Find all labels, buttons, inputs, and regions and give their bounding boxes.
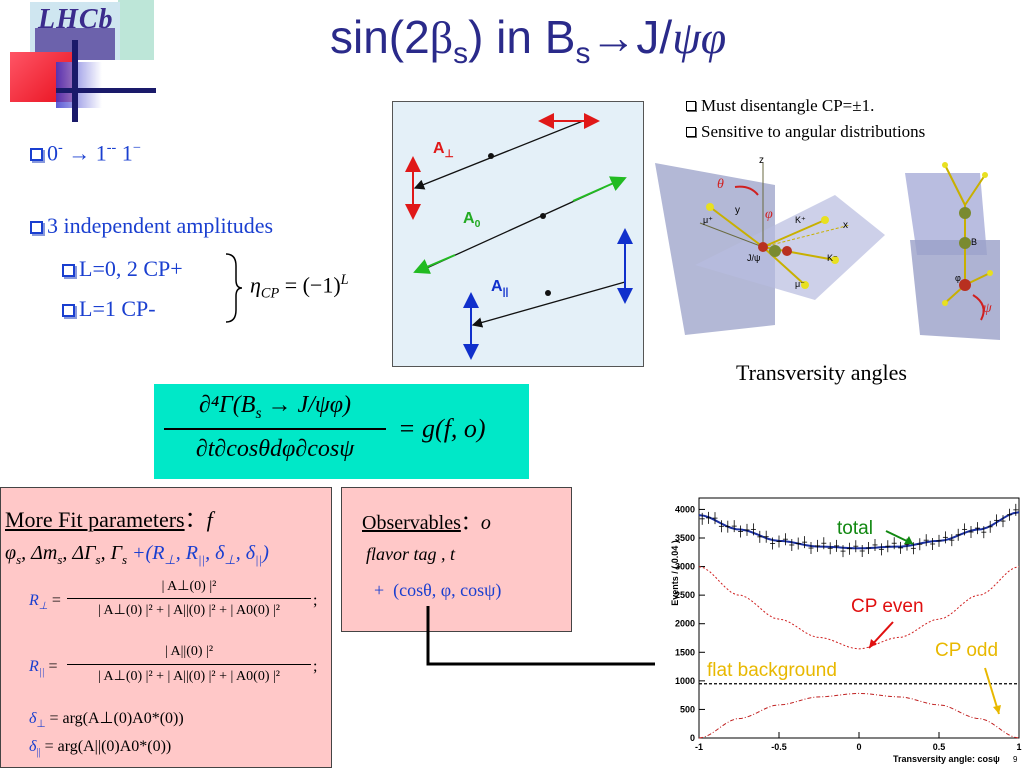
series-cp-odd [698, 692, 1020, 739]
label-a-par: A|| [491, 278, 509, 299]
psi-label: ψ [983, 301, 992, 316]
master-equation: ∂⁴Γ(Bs → J/ψφ) ∂t∂cosθdφ∂cosψ = g(f, o) [154, 384, 529, 479]
kplus-label: K⁺ [795, 215, 806, 225]
x-tick-label: -1 [695, 742, 703, 752]
transversity-figure: z x y θ φ ψ K⁺ K⁻ μ⁺ μ⁻ B J/ψ φ [655, 155, 1017, 345]
cos-psi-plot-svg: 0 500 1000 1500 2000 2500 3000 3500 4000 -1 -0.5 0 0… [675, 497, 1022, 764]
y-tick-label: 0 [690, 733, 695, 743]
logo-text: LHCb [38, 4, 114, 35]
par-dot [545, 290, 551, 296]
obs-line1: flavor tag , t [366, 544, 455, 564]
fit-title: More Fit parameters：f [5, 507, 213, 532]
perp-line [413, 120, 584, 190]
y-tick-label: 2000 [675, 619, 695, 629]
axis-y-label: y [735, 205, 740, 216]
label-flat-background: flat background [707, 660, 837, 681]
bullet-box-icon [62, 264, 75, 277]
theta-label: θ [717, 177, 724, 192]
cos-psi-plot: 0 500 1000 1500 2000 2500 3000 3500 4000 -1 -0.5 0 0… [655, 490, 1024, 768]
zero-arrow-down [413, 254, 456, 274]
x-tick-label: 0.5 [933, 742, 946, 752]
master-eq-rhs: = g(f, o) [398, 414, 486, 443]
fit-parameters-box: More Fit parameters：f φs, Δms, ΔΓs, Γs +… [0, 487, 332, 768]
zero-arrow-up [572, 176, 627, 202]
par-line [471, 281, 626, 328]
obs-line2: + (cosθ, φ, cosψ) [374, 580, 502, 600]
eta-cp-formula: ηCP = (−1)L [250, 272, 349, 302]
bullet-spin: 0- → 1-- 1− [30, 140, 141, 166]
zero-dot [540, 213, 546, 219]
phi-label: φ [765, 207, 773, 222]
x-tick-label: 0 [856, 742, 861, 752]
plot-ylabel: Events / ( 0.04 ) [670, 540, 680, 606]
y-tick-label: 3000 [675, 562, 695, 572]
phi-particle-label: φ [955, 273, 961, 283]
rperp-num: | A⊥(0) |² [161, 579, 217, 594]
arrow-cp-even-head [869, 639, 877, 648]
sub-bullet-l0: L=0, 2 CP+ [62, 256, 183, 282]
y-tick-label: 1500 [675, 647, 695, 657]
bullet-box-icon [62, 304, 75, 317]
y-tick-label: 1000 [675, 676, 695, 686]
bullet-box-icon [30, 221, 43, 234]
bullet-box-icon [686, 127, 696, 137]
axis-x-label: x [843, 220, 848, 231]
series-cp-even [698, 566, 1020, 650]
amplitude-diagram-svg [405, 113, 633, 360]
rperp-lhs: R⊥ = [29, 592, 61, 613]
kminus-label: K⁻ [827, 253, 838, 263]
observables-box: Observables：o flavor tag , t + (cosθ, φ,… [341, 487, 572, 632]
transversity-svg [655, 162, 1000, 340]
bullet-amplitudes: 3 independent amplitudes [30, 213, 273, 239]
obs-title: Observables：o [362, 512, 491, 534]
bullet-disentangle: Must disentangle CP=±1. [686, 96, 874, 116]
plot-xlabel: Transversity angle: cosψ [893, 754, 1000, 764]
label-cp-even: CP even [851, 596, 924, 617]
series-total [698, 511, 1020, 550]
muminus-label: μ⁻ [795, 279, 805, 289]
rpar-lhs: R|| = [29, 658, 58, 679]
axis-z-label: z [759, 155, 764, 166]
y-tick-label: 2500 [675, 590, 695, 600]
rpar-den: | A⊥(0) |² + | A||(0) |² + | A0(0) |² [98, 669, 280, 684]
jpsi-label: J/ψ [747, 253, 761, 263]
delta-perp: δ⊥ = arg(A⊥(0)A0*(0)) [29, 710, 184, 731]
rpar-num: | A||(0) |² [164, 644, 214, 659]
slide-title: sin(2βs) in Bs→J/ψφ [330, 11, 727, 71]
transversity-caption: Transversity angles [736, 360, 907, 385]
y-tick-label: 3500 [675, 533, 695, 543]
x-tick-label: 1 [1016, 742, 1021, 752]
fit-param-list: φs, Δms, ΔΓs, Γs +(R⊥, R||, δ⊥, δ||) [5, 542, 269, 567]
lhcb-logo: LHCb [0, 0, 160, 122]
sub-bullet-l1: L=1 CP- [62, 296, 156, 322]
curly-brace-icon [225, 253, 243, 323]
bullet-angular: Sensitive to angular distributions [686, 122, 925, 142]
muplus-label: μ⁺ [703, 215, 713, 225]
page-number: 9 [1013, 755, 1018, 764]
amplitude-diagram: A⊥ A0 A|| [392, 101, 644, 367]
delta-par: δ|| = arg(A||(0)A0*(0)) [29, 738, 172, 759]
label-total: total [837, 518, 873, 539]
bullet-box-icon [30, 148, 43, 162]
arrow-cp-odd-head [993, 705, 1001, 714]
x-tick-label: -0.5 [771, 742, 787, 752]
y-tick-label: 4000 [675, 504, 695, 514]
label-cp-odd: CP odd [935, 640, 999, 661]
y-tick-label: 500 [680, 704, 695, 714]
bullet-box-icon [686, 101, 696, 111]
arrow-total-head [904, 536, 913, 544]
perp-dot [488, 153, 494, 159]
rperp-den: | A⊥(0) |² + | A||(0) |² + | A0(0) |² [98, 603, 280, 618]
label-a-perp: A⊥ [433, 140, 454, 161]
label-a-zero: A0 [463, 210, 481, 231]
b-label: B [971, 237, 978, 247]
